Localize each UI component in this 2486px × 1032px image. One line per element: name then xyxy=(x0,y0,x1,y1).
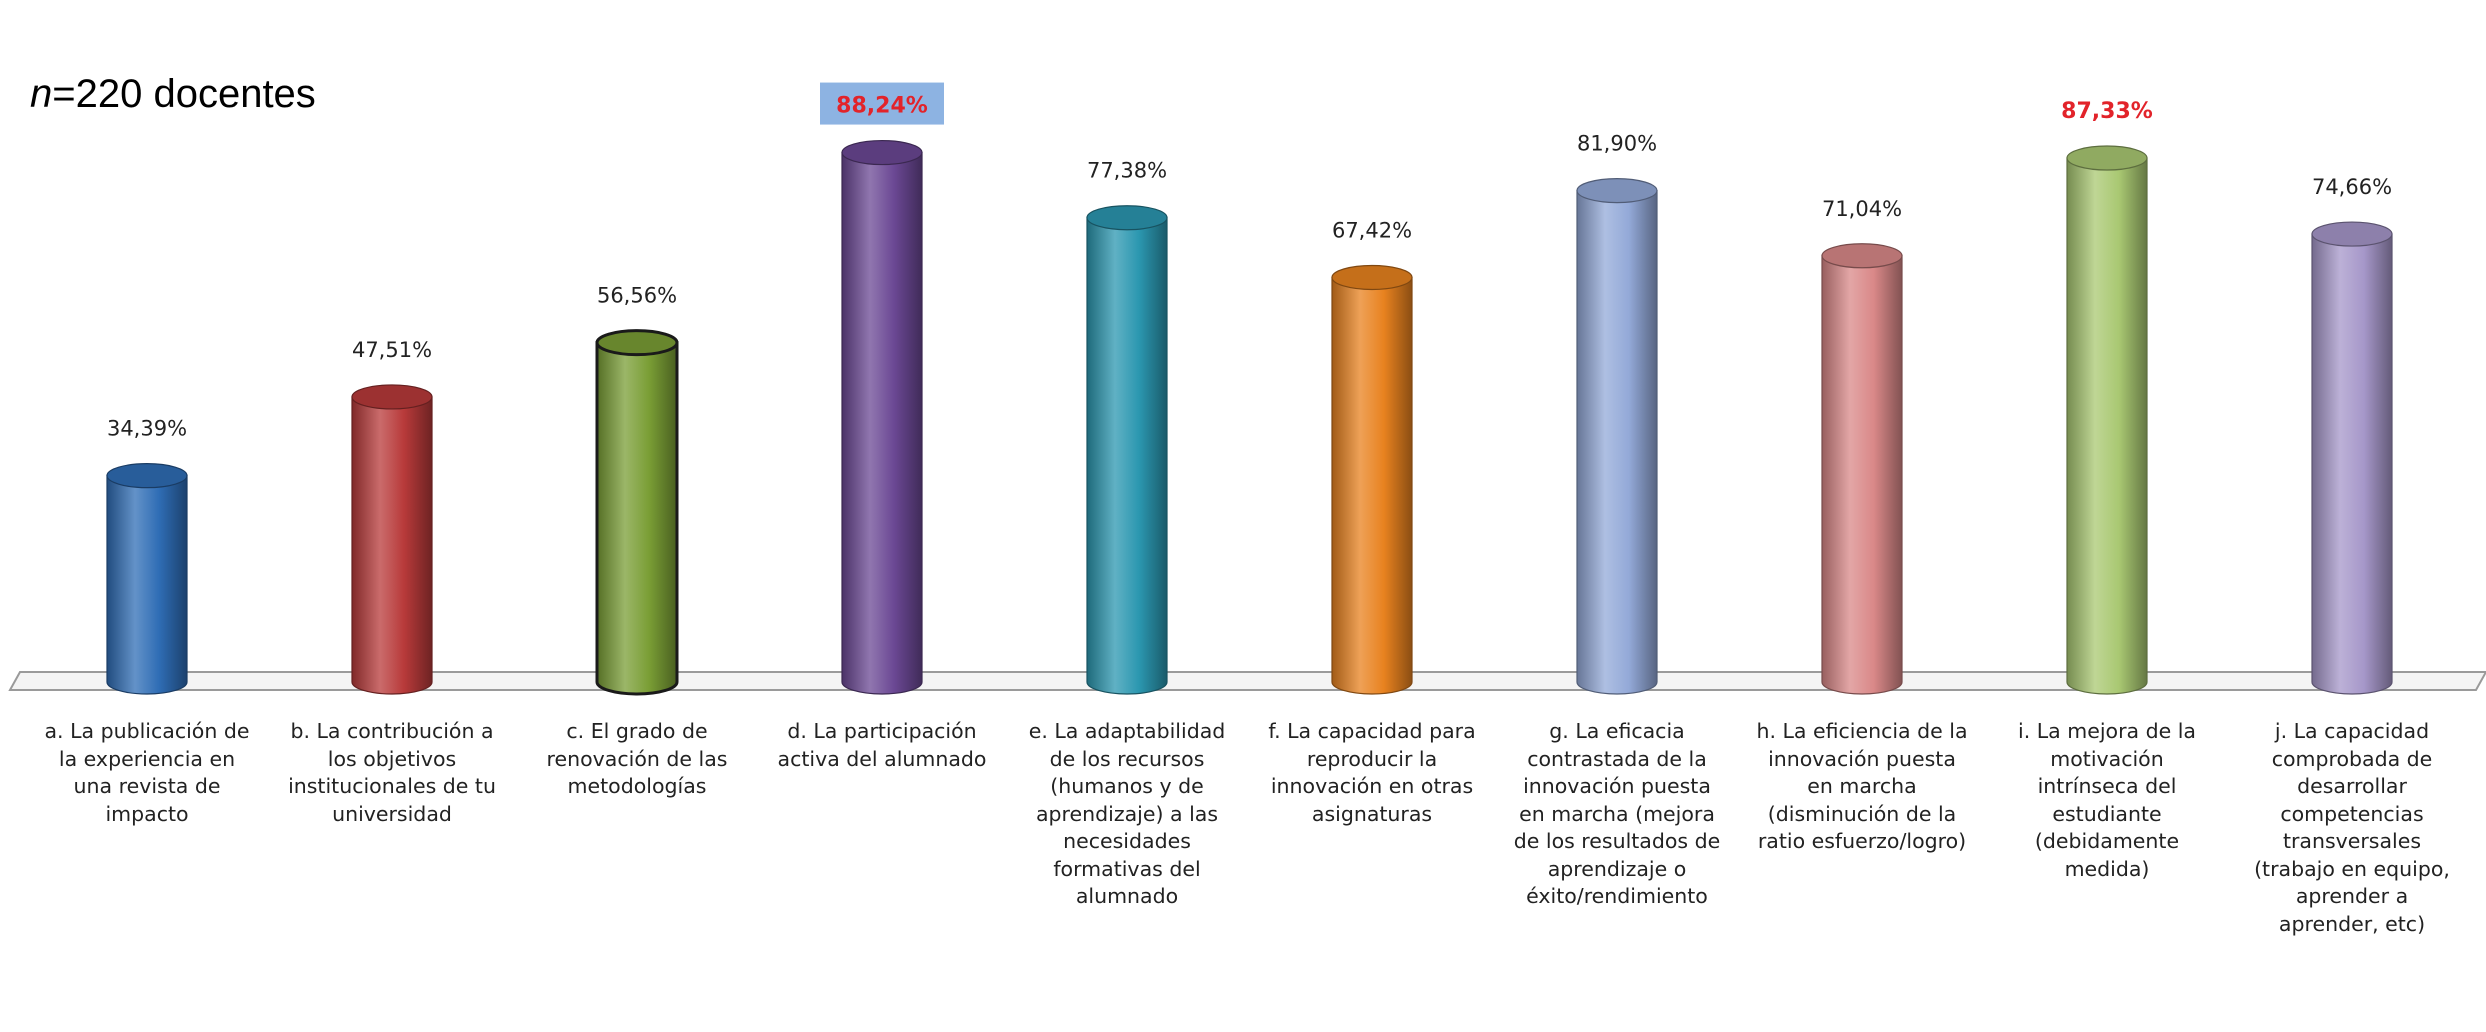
data-label-i: 87,33% xyxy=(2061,99,2153,124)
highlight-box xyxy=(820,82,944,125)
category-label-f: f. La capacidad para reproducir la innov… xyxy=(1268,719,1476,826)
bar-top-h xyxy=(1821,243,1903,269)
category-label-c: c. El grado de renovación de las metodol… xyxy=(546,719,728,798)
category-label-b: b. La contribución a los objetivos insti… xyxy=(288,719,496,826)
bar-d xyxy=(841,151,923,695)
bar-top-a xyxy=(106,463,188,489)
bar-top-i xyxy=(2066,145,2148,171)
data-label-a: 34,39% xyxy=(107,417,187,441)
data-label-e: 77,38% xyxy=(1087,159,1167,183)
bar-top-c xyxy=(595,329,679,357)
data-label-c: 56,56% xyxy=(597,284,677,308)
category-label-i: i. La mejora de la motivación intrínseca… xyxy=(2018,719,2196,881)
category-label-d: d. La participación activa del alumnado xyxy=(777,719,987,771)
bar-h xyxy=(1821,255,1903,695)
category-label-a: a. La publicación de la experiencia en u… xyxy=(44,719,250,826)
bar-top-b xyxy=(351,384,433,410)
sample-size-variable: n xyxy=(30,72,53,116)
bar-f xyxy=(1331,276,1413,695)
sample-size-label: n=220 docentes xyxy=(30,72,316,117)
data-label-j: 74,66% xyxy=(2312,175,2392,199)
sample-size-text: =220 docentes xyxy=(52,72,316,116)
data-label-f: 67,42% xyxy=(1332,218,1412,242)
data-label-b: 47,51% xyxy=(352,338,432,362)
bar-a xyxy=(106,475,188,695)
bar-top-j xyxy=(2311,221,2393,247)
data-label-g: 81,90% xyxy=(1577,132,1657,156)
bar-top-d xyxy=(841,139,923,166)
bar-c xyxy=(595,341,679,696)
category-label-g: g. La eficacia contrastada de la innovac… xyxy=(1513,719,1721,908)
category-label-h: h. La eficiencia de la innovación puesta… xyxy=(1756,719,1968,853)
bar-top-e xyxy=(1086,205,1168,231)
bar-e xyxy=(1086,217,1168,695)
data-label-d: 88,24% xyxy=(836,94,928,119)
bar-top-g xyxy=(1576,178,1658,204)
bar-top-f xyxy=(1331,264,1413,291)
category-label-j: j. La capacidad comprobada de desarrolla… xyxy=(2254,719,2450,936)
bar-g xyxy=(1576,190,1658,695)
bar-i xyxy=(2066,157,2148,695)
category-label-e: e. La adaptabilidad de los recursos (hum… xyxy=(1028,719,1226,908)
bar-j xyxy=(2311,233,2393,695)
bar-b xyxy=(351,396,433,695)
data-label-h: 71,04% xyxy=(1822,197,1902,221)
